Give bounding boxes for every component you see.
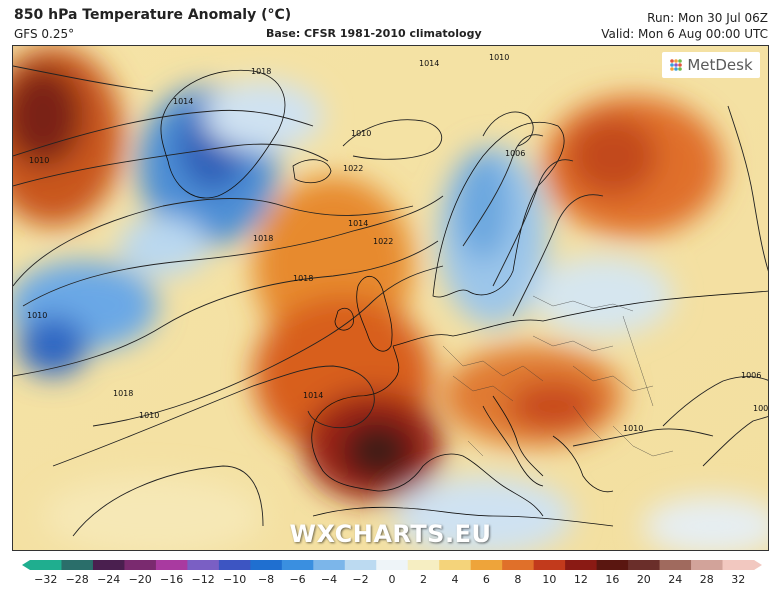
chart-title: 850 hPa Temperature Anomaly (°C) — [14, 7, 292, 23]
colorbar-tick-label: 20 — [636, 573, 651, 586]
colorbar-tick-label: −2 — [352, 573, 369, 586]
isobar-label: 1014 — [419, 59, 439, 68]
colorbar-segment — [344, 560, 377, 570]
colorbar-segment — [250, 560, 283, 570]
isobar-label: 1018 — [113, 389, 133, 398]
colorbar-segment — [313, 560, 346, 570]
colorbar-ticks: −32 −28 −24 −20 −16 −12 −10 −8 −6 −4 −2 0 2 4 6 8 10 12 16… — [0, 573, 784, 589]
colorbar-segment — [376, 560, 409, 570]
colorbar-tick-label: −16 — [160, 573, 184, 586]
metdesk-logo: MetDesk — [662, 52, 760, 78]
colorbar-segment — [691, 560, 724, 570]
colorbar-tick-label: −32 — [34, 573, 58, 586]
climatology-base-label: Base: CFSR 1981-2010 climatology — [266, 27, 482, 40]
colorbar-min-arrow — [22, 560, 30, 570]
colorbar-segment — [659, 560, 692, 570]
colorbar-tick-label: 4 — [451, 573, 459, 586]
colorbar-segment — [30, 560, 62, 570]
map-canvas: 1010 1014 1018 1022 1010 1014 1018 1022 … — [13, 46, 769, 550]
colorbar-segment — [502, 560, 535, 570]
colorbar-tick-label: 16 — [605, 573, 620, 586]
isobar-labels: 1010 1014 1018 1022 1010 1014 1018 1022 … — [27, 53, 769, 433]
coastlines — [160, 69, 768, 527]
colorbar-tick-label: 32 — [731, 573, 746, 586]
isobar-label: 1014 — [348, 219, 368, 228]
colorbar-tick-label: −28 — [65, 573, 89, 586]
colorbar-segment — [533, 560, 566, 570]
colorbar-max-arrow — [754, 560, 762, 570]
isobar-label: 1010 — [27, 311, 47, 320]
colorbar-segment — [596, 560, 629, 570]
model-label: GFS 0.25° — [14, 27, 75, 41]
isobar-label: 1018 — [251, 67, 271, 76]
colorbar-tick-label: −6 — [289, 573, 306, 586]
isobar-label: 1022 — [373, 237, 393, 246]
isobar-label: 1010 — [351, 129, 371, 138]
run-time-label: Run: Mon 30 Jul 06Z — [647, 11, 768, 25]
colorbar-tick-label: 12 — [573, 573, 588, 586]
anomaly-map[interactable]: 1010 1014 1018 1022 1010 1014 1018 1022 … — [12, 45, 769, 551]
isobar-label: 1006 — [505, 149, 525, 158]
colorbar-segment — [722, 560, 755, 570]
isobar-label: 1010 — [29, 156, 49, 165]
colorbar-segment — [565, 560, 598, 570]
isobar-label: 1010 — [489, 53, 509, 62]
colorbar-segment — [281, 560, 314, 570]
isobar-label: 1006 — [741, 371, 761, 380]
colorbar-tick-label: −20 — [128, 573, 152, 586]
isobar-label: 1018 — [253, 234, 273, 243]
colorbar-tick-label: −4 — [320, 573, 338, 586]
colorbar-tick-label: 6 — [482, 573, 490, 586]
colorbar-tick-label: 2 — [419, 573, 427, 586]
colorbar-segment — [628, 560, 661, 570]
colorbar-segment — [439, 560, 472, 570]
colorbar-tick-label: −12 — [191, 573, 215, 586]
isobar-label: 1010 — [623, 424, 643, 433]
anomaly-field — [13, 46, 768, 550]
isobar-label: 1002 — [753, 404, 769, 413]
colorbar-tick-label: −8 — [257, 573, 275, 586]
colorbar-segment — [407, 560, 440, 570]
colorbar-segment — [155, 560, 188, 570]
isobar-label: 1014 — [303, 391, 323, 400]
colorbar-tick-label: −10 — [222, 573, 247, 586]
colorbar-segment — [92, 560, 125, 570]
isobars — [13, 65, 768, 537]
colorbar-segment — [218, 560, 251, 570]
isobar-label: 1014 — [173, 97, 193, 106]
wxcharts-watermark: WXCHARTS.EU — [289, 520, 492, 548]
colorbar-tick-label: 0 — [388, 573, 396, 586]
isobar-label: 1010 — [139, 411, 159, 420]
isobar-label: 1018 — [293, 274, 313, 283]
metdesk-brand-text: MetDesk — [687, 56, 753, 74]
colorbar-segment — [470, 560, 503, 570]
colorbar — [22, 560, 762, 570]
valid-time-label: Valid: Mon 6 Aug 00:00 UTC — [601, 27, 768, 41]
colorbar-tick-label: 28 — [699, 573, 714, 586]
isobar-label: 1022 — [343, 164, 363, 173]
colorbar-segment — [61, 560, 94, 570]
metdesk-logo-icon — [670, 59, 683, 71]
colorbar-segment — [124, 560, 157, 570]
colorbar-tick-label: 10 — [542, 573, 557, 586]
colorbar-tick-label: −24 — [97, 573, 121, 586]
colorbar-tick-label: 24 — [668, 573, 683, 586]
colorbar-segment — [187, 560, 220, 570]
colorbar-tick-label: 8 — [514, 573, 522, 586]
